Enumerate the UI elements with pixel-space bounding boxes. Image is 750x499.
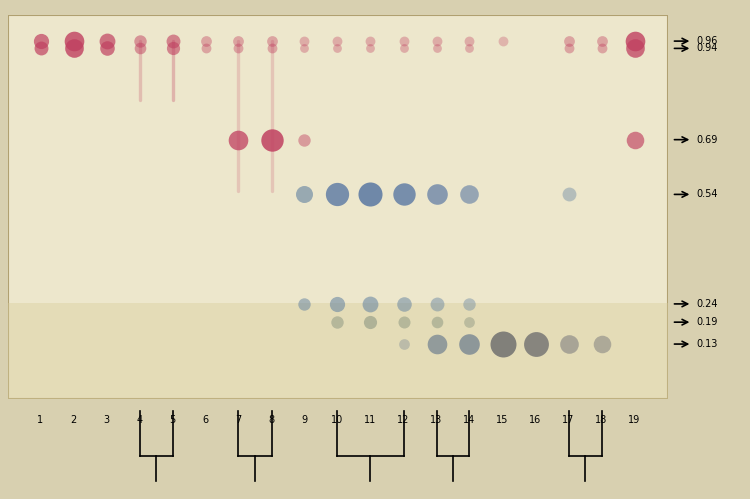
Point xyxy=(364,44,376,52)
Point xyxy=(430,340,442,348)
Text: 9: 9 xyxy=(302,415,307,425)
Point xyxy=(628,44,640,52)
Point xyxy=(68,37,80,45)
Point xyxy=(430,318,442,326)
Text: 0.69: 0.69 xyxy=(696,135,718,145)
Point xyxy=(166,37,178,45)
Point xyxy=(596,44,608,52)
Text: 0.24: 0.24 xyxy=(696,299,718,309)
Point xyxy=(464,44,476,52)
Point xyxy=(628,136,640,144)
Point xyxy=(430,44,442,52)
Point xyxy=(298,37,310,45)
Point xyxy=(332,300,344,308)
Point xyxy=(398,300,410,308)
Point xyxy=(298,300,310,308)
Point xyxy=(232,44,244,52)
Point xyxy=(398,318,410,326)
Point xyxy=(298,136,310,144)
Text: 6: 6 xyxy=(202,415,208,425)
Text: 4: 4 xyxy=(136,415,142,425)
Point xyxy=(364,318,376,326)
Text: 1: 1 xyxy=(38,415,44,425)
Point xyxy=(496,340,508,348)
Point xyxy=(332,191,344,199)
Text: 13: 13 xyxy=(430,415,442,425)
Point xyxy=(530,340,542,348)
Point xyxy=(398,191,410,199)
Point xyxy=(596,37,608,45)
Point xyxy=(266,44,278,52)
FancyBboxPatch shape xyxy=(8,303,668,399)
Point xyxy=(332,37,344,45)
Point xyxy=(430,37,442,45)
Point xyxy=(430,300,442,308)
Point xyxy=(562,191,574,199)
Point xyxy=(430,191,442,199)
Point xyxy=(562,44,574,52)
Point xyxy=(134,37,146,45)
Text: 11: 11 xyxy=(364,415,376,425)
Point xyxy=(232,136,244,144)
Text: 3: 3 xyxy=(104,415,110,425)
Text: 7: 7 xyxy=(236,415,242,425)
Text: 15: 15 xyxy=(496,415,508,425)
Point xyxy=(100,44,112,52)
Point xyxy=(496,37,508,45)
Point xyxy=(34,44,46,52)
Point xyxy=(266,37,278,45)
Point xyxy=(596,340,608,348)
Point xyxy=(298,44,310,52)
Point xyxy=(464,318,476,326)
Point xyxy=(232,37,244,45)
Point xyxy=(200,37,211,45)
Point xyxy=(364,300,376,308)
Text: 14: 14 xyxy=(464,415,476,425)
Text: 18: 18 xyxy=(596,415,608,425)
Point xyxy=(332,318,344,326)
Text: 0.54: 0.54 xyxy=(696,190,718,200)
Point xyxy=(34,37,46,45)
Point xyxy=(68,44,80,52)
Text: 2: 2 xyxy=(70,415,76,425)
Text: 16: 16 xyxy=(530,415,542,425)
Text: 8: 8 xyxy=(268,415,274,425)
Point xyxy=(266,136,278,144)
Point xyxy=(332,44,344,52)
Text: 12: 12 xyxy=(398,415,410,425)
Point xyxy=(200,44,211,52)
Point xyxy=(364,37,376,45)
Text: 0.19: 0.19 xyxy=(696,317,718,327)
Text: 0.13: 0.13 xyxy=(696,339,718,349)
Text: 5: 5 xyxy=(170,415,176,425)
Text: 19: 19 xyxy=(628,415,640,425)
Point xyxy=(628,37,640,45)
Point xyxy=(464,191,476,199)
Point xyxy=(398,340,410,348)
Point xyxy=(562,37,574,45)
Point xyxy=(464,340,476,348)
Point xyxy=(464,37,476,45)
Text: 0.94: 0.94 xyxy=(696,43,718,53)
Point xyxy=(398,44,410,52)
Text: 0.96: 0.96 xyxy=(696,36,718,46)
Point xyxy=(562,340,574,348)
Point xyxy=(464,300,476,308)
Point xyxy=(166,44,178,52)
Text: 10: 10 xyxy=(332,415,344,425)
Point xyxy=(298,191,310,199)
Point xyxy=(100,37,112,45)
Text: 17: 17 xyxy=(562,415,574,425)
Point xyxy=(364,191,376,199)
Point xyxy=(398,37,410,45)
FancyBboxPatch shape xyxy=(8,15,668,399)
Point xyxy=(134,44,146,52)
